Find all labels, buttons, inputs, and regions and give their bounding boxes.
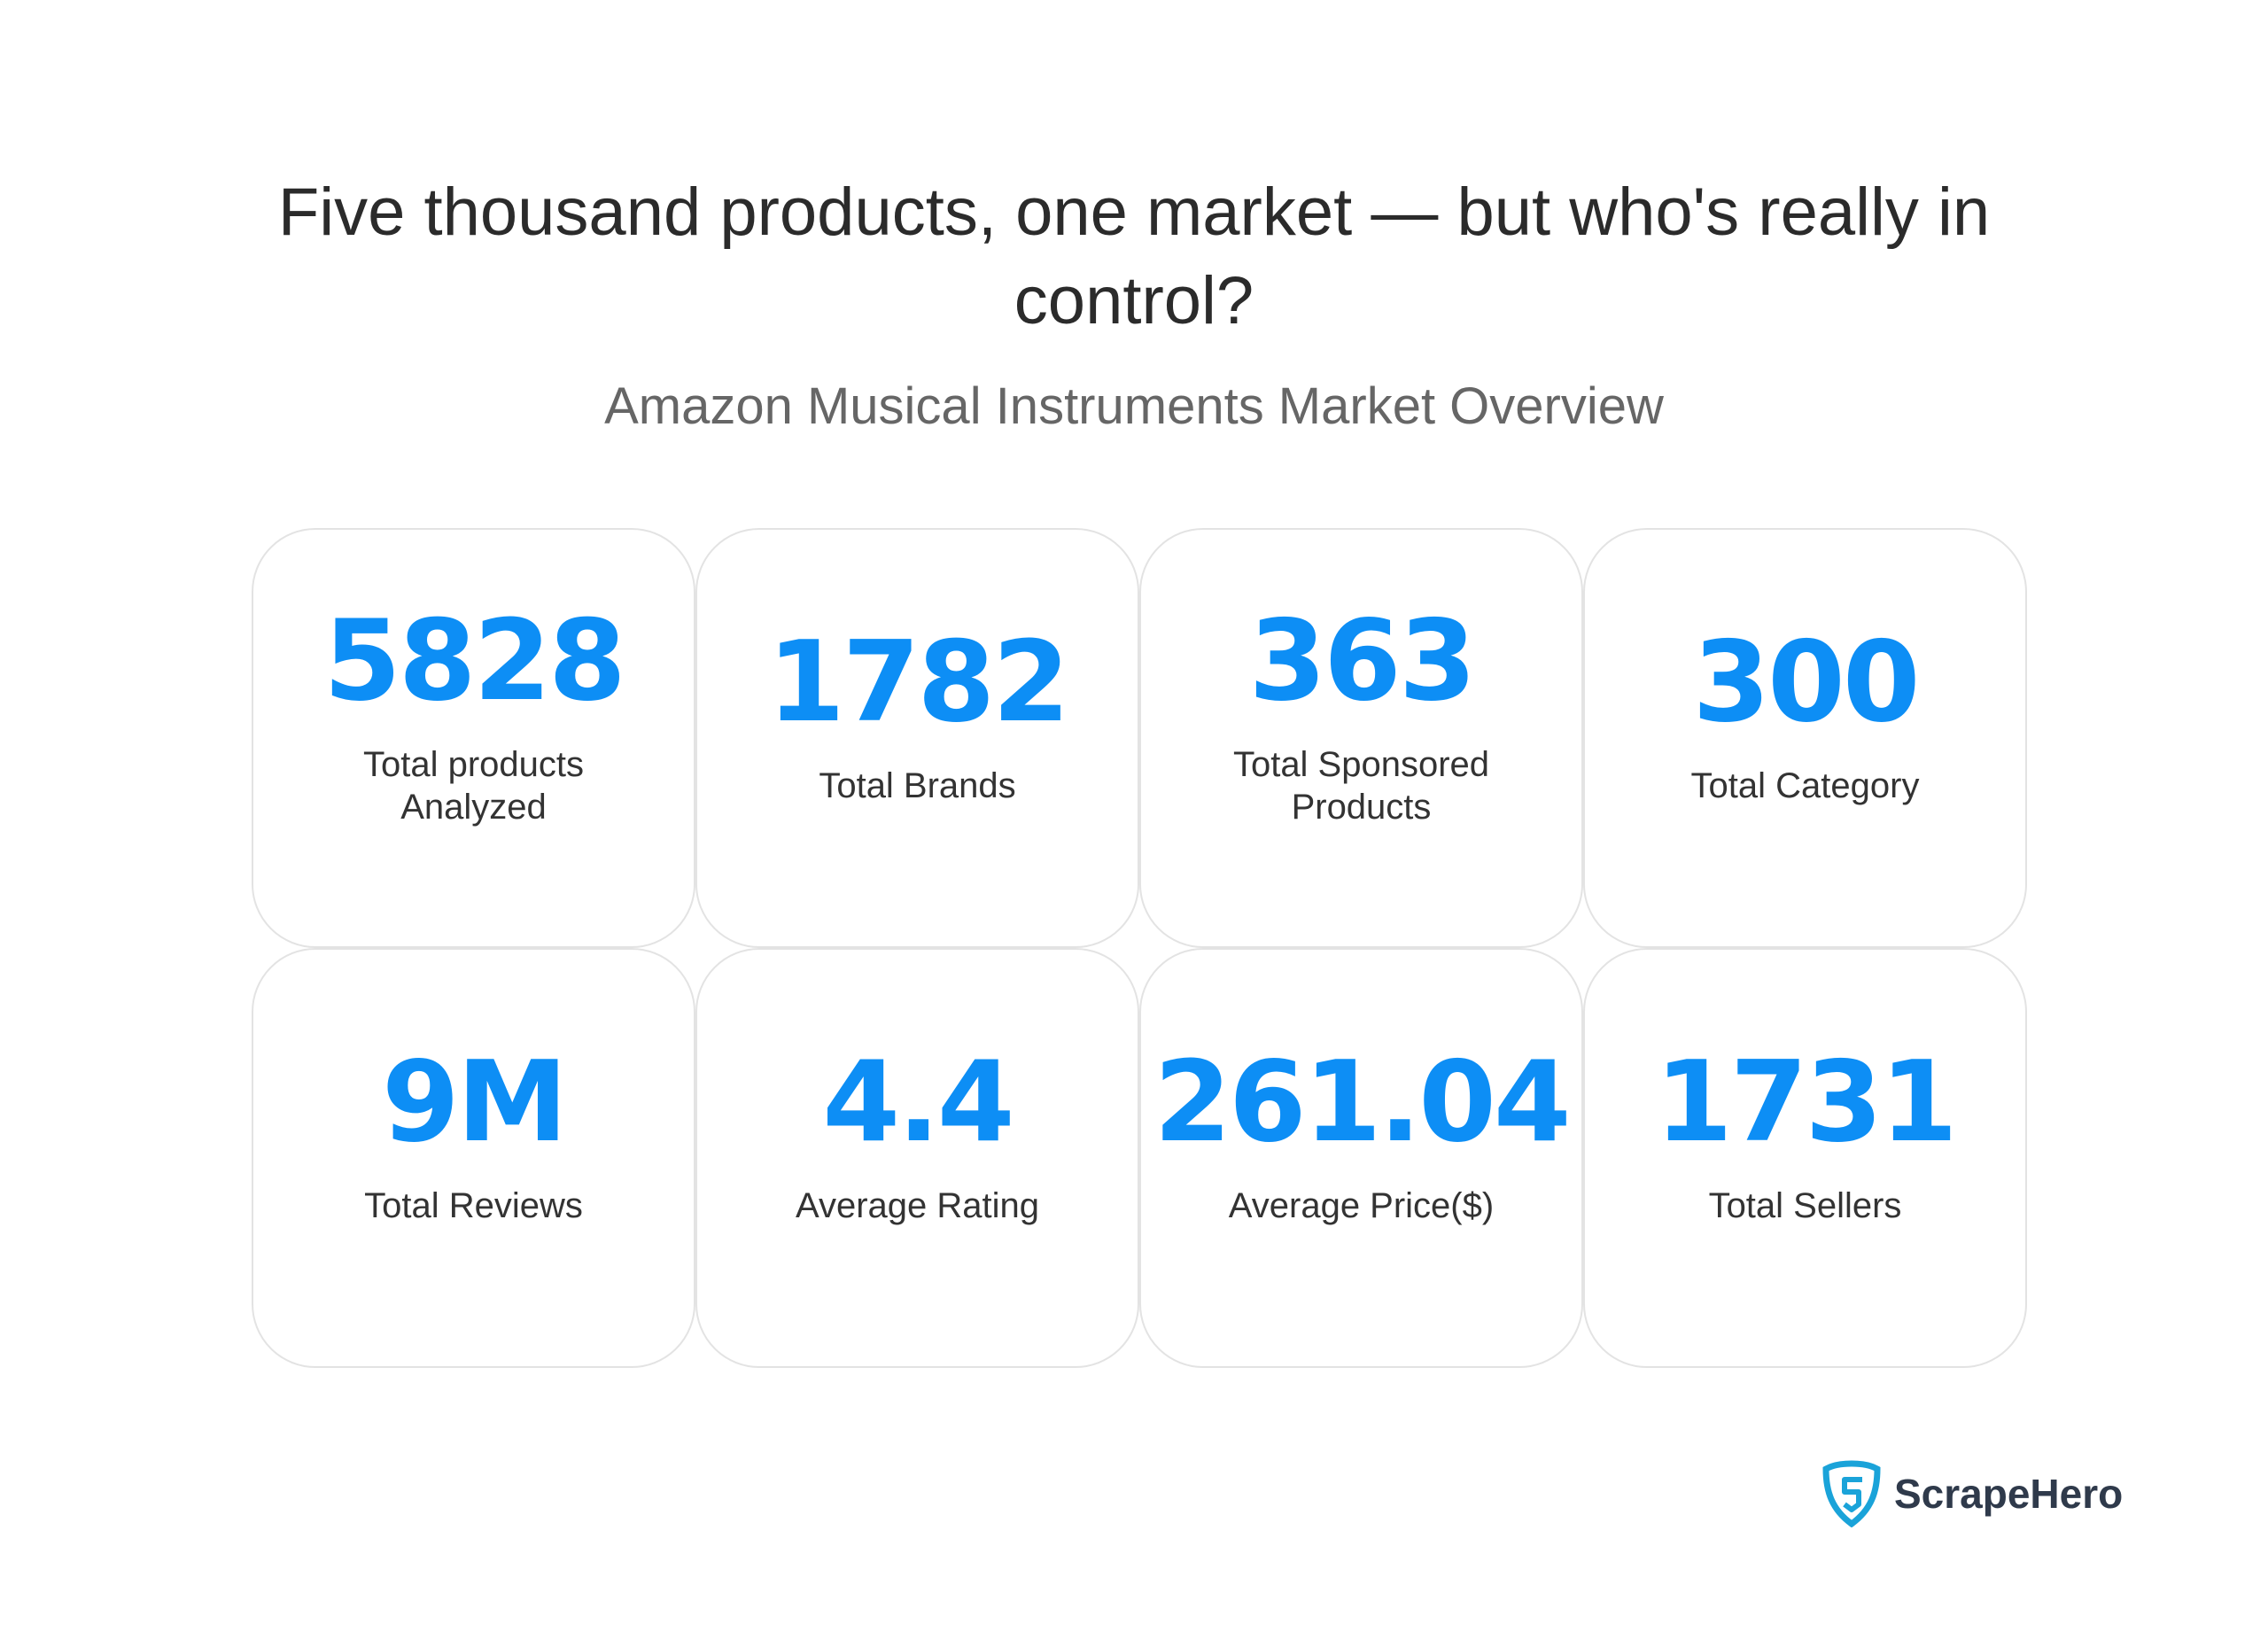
- stat-card-total-category: 300 Total Category: [1583, 528, 2027, 948]
- stat-label: Total Reviews: [364, 1186, 583, 1225]
- stat-value: 4.4: [822, 1037, 1014, 1167]
- scrapehero-logo: ScrapeHero: [1821, 1460, 2123, 1527]
- stat-card-average-rating: 4.4 Average Rating: [695, 948, 1139, 1368]
- page-subtitle: Amazon Musical Instruments Market Overvi…: [604, 377, 1664, 435]
- stat-label: Total products Analyzed: [362, 745, 585, 827]
- shield-s-logo-icon: [1822, 1460, 1881, 1527]
- stat-card-total-products: 5828 Total products Analyzed: [252, 528, 695, 948]
- stat-card-average-price: 261.04 Average Price($): [1139, 948, 1583, 1368]
- stat-value: 1731: [1655, 1037, 1958, 1167]
- stat-card-sponsored-products: 363 Total Sponsored Products: [1139, 528, 1583, 948]
- stat-value: 1782: [767, 617, 1070, 747]
- stat-card-total-brands: 1782 Total Brands: [695, 528, 1139, 948]
- stat-value: 261.04: [1153, 1037, 1571, 1167]
- stat-label: Total Sellers: [1708, 1186, 1902, 1225]
- page-title: Five thousand products, one market — but…: [277, 175, 1991, 338]
- stat-label: Total Category: [1690, 766, 1920, 805]
- stat-value: 9M: [381, 1037, 568, 1167]
- stat-value: 5828: [323, 595, 626, 726]
- stat-label: Average Rating: [796, 1186, 1039, 1225]
- stat-label: Total Sponsored Products: [1232, 745, 1490, 827]
- stats-grid: 5828 Total products Analyzed 1782 Total Br…: [252, 528, 2027, 1368]
- stat-value: 300: [1692, 617, 1920, 747]
- stat-label: Total Brands: [819, 766, 1016, 805]
- stat-value: 363: [1248, 595, 1476, 726]
- stat-label: Average Price($): [1228, 1186, 1495, 1225]
- stat-card-total-reviews: 9M Total Reviews: [252, 948, 695, 1368]
- brand-name: ScrapeHero: [1894, 1471, 2124, 1517]
- stat-card-total-sellers: 1731 Total Sellers: [1583, 948, 2027, 1368]
